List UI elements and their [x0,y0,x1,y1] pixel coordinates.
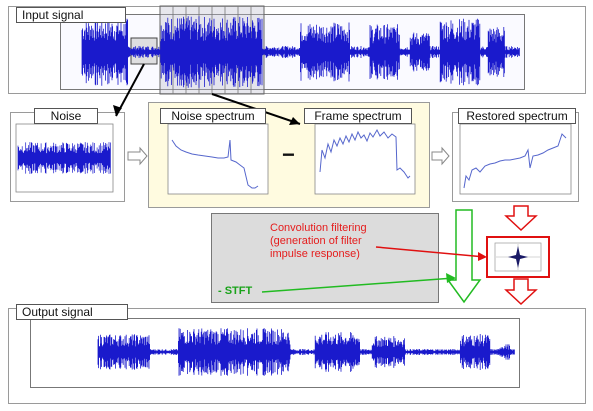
impulse-response-icon [508,246,528,268]
red-down-arrow-bottom [504,278,538,306]
restored-spectrum-label: Restored spectrum [458,108,576,124]
output-signal-label: Output signal [16,304,128,320]
green-pointer-arrow [261,277,455,293]
minus-operator: − [282,142,295,167]
frame-spectrum-curve [319,128,411,179]
frame-spectrum-plot-frame [314,123,416,195]
input-signal-label: Input signal [16,7,126,23]
frame-spectrum-label: Frame spectrum [304,108,412,124]
noise-select-arrow [115,63,145,117]
noise-spectrum-curve [171,139,259,189]
convolution-filtering-text: Convolution filtering (generation of fil… [270,222,367,260]
noise-spectrum-label: Noise spectrum [160,108,266,124]
noise-spectrum-plot-frame [167,123,269,195]
flow-arrow-1 [127,146,148,166]
input-waveform [81,16,520,88]
red-pointer-arrow [375,246,486,258]
stft-text: - STFT [218,285,253,297]
noise-waveform [17,142,111,174]
red-down-arrow-top [504,205,538,232]
green-down-arrow [446,209,482,304]
flow-arrow-2 [431,146,450,166]
restored-spectrum-curve [463,133,567,189]
noise-label: Noise [34,108,98,124]
output-waveform [97,328,515,376]
